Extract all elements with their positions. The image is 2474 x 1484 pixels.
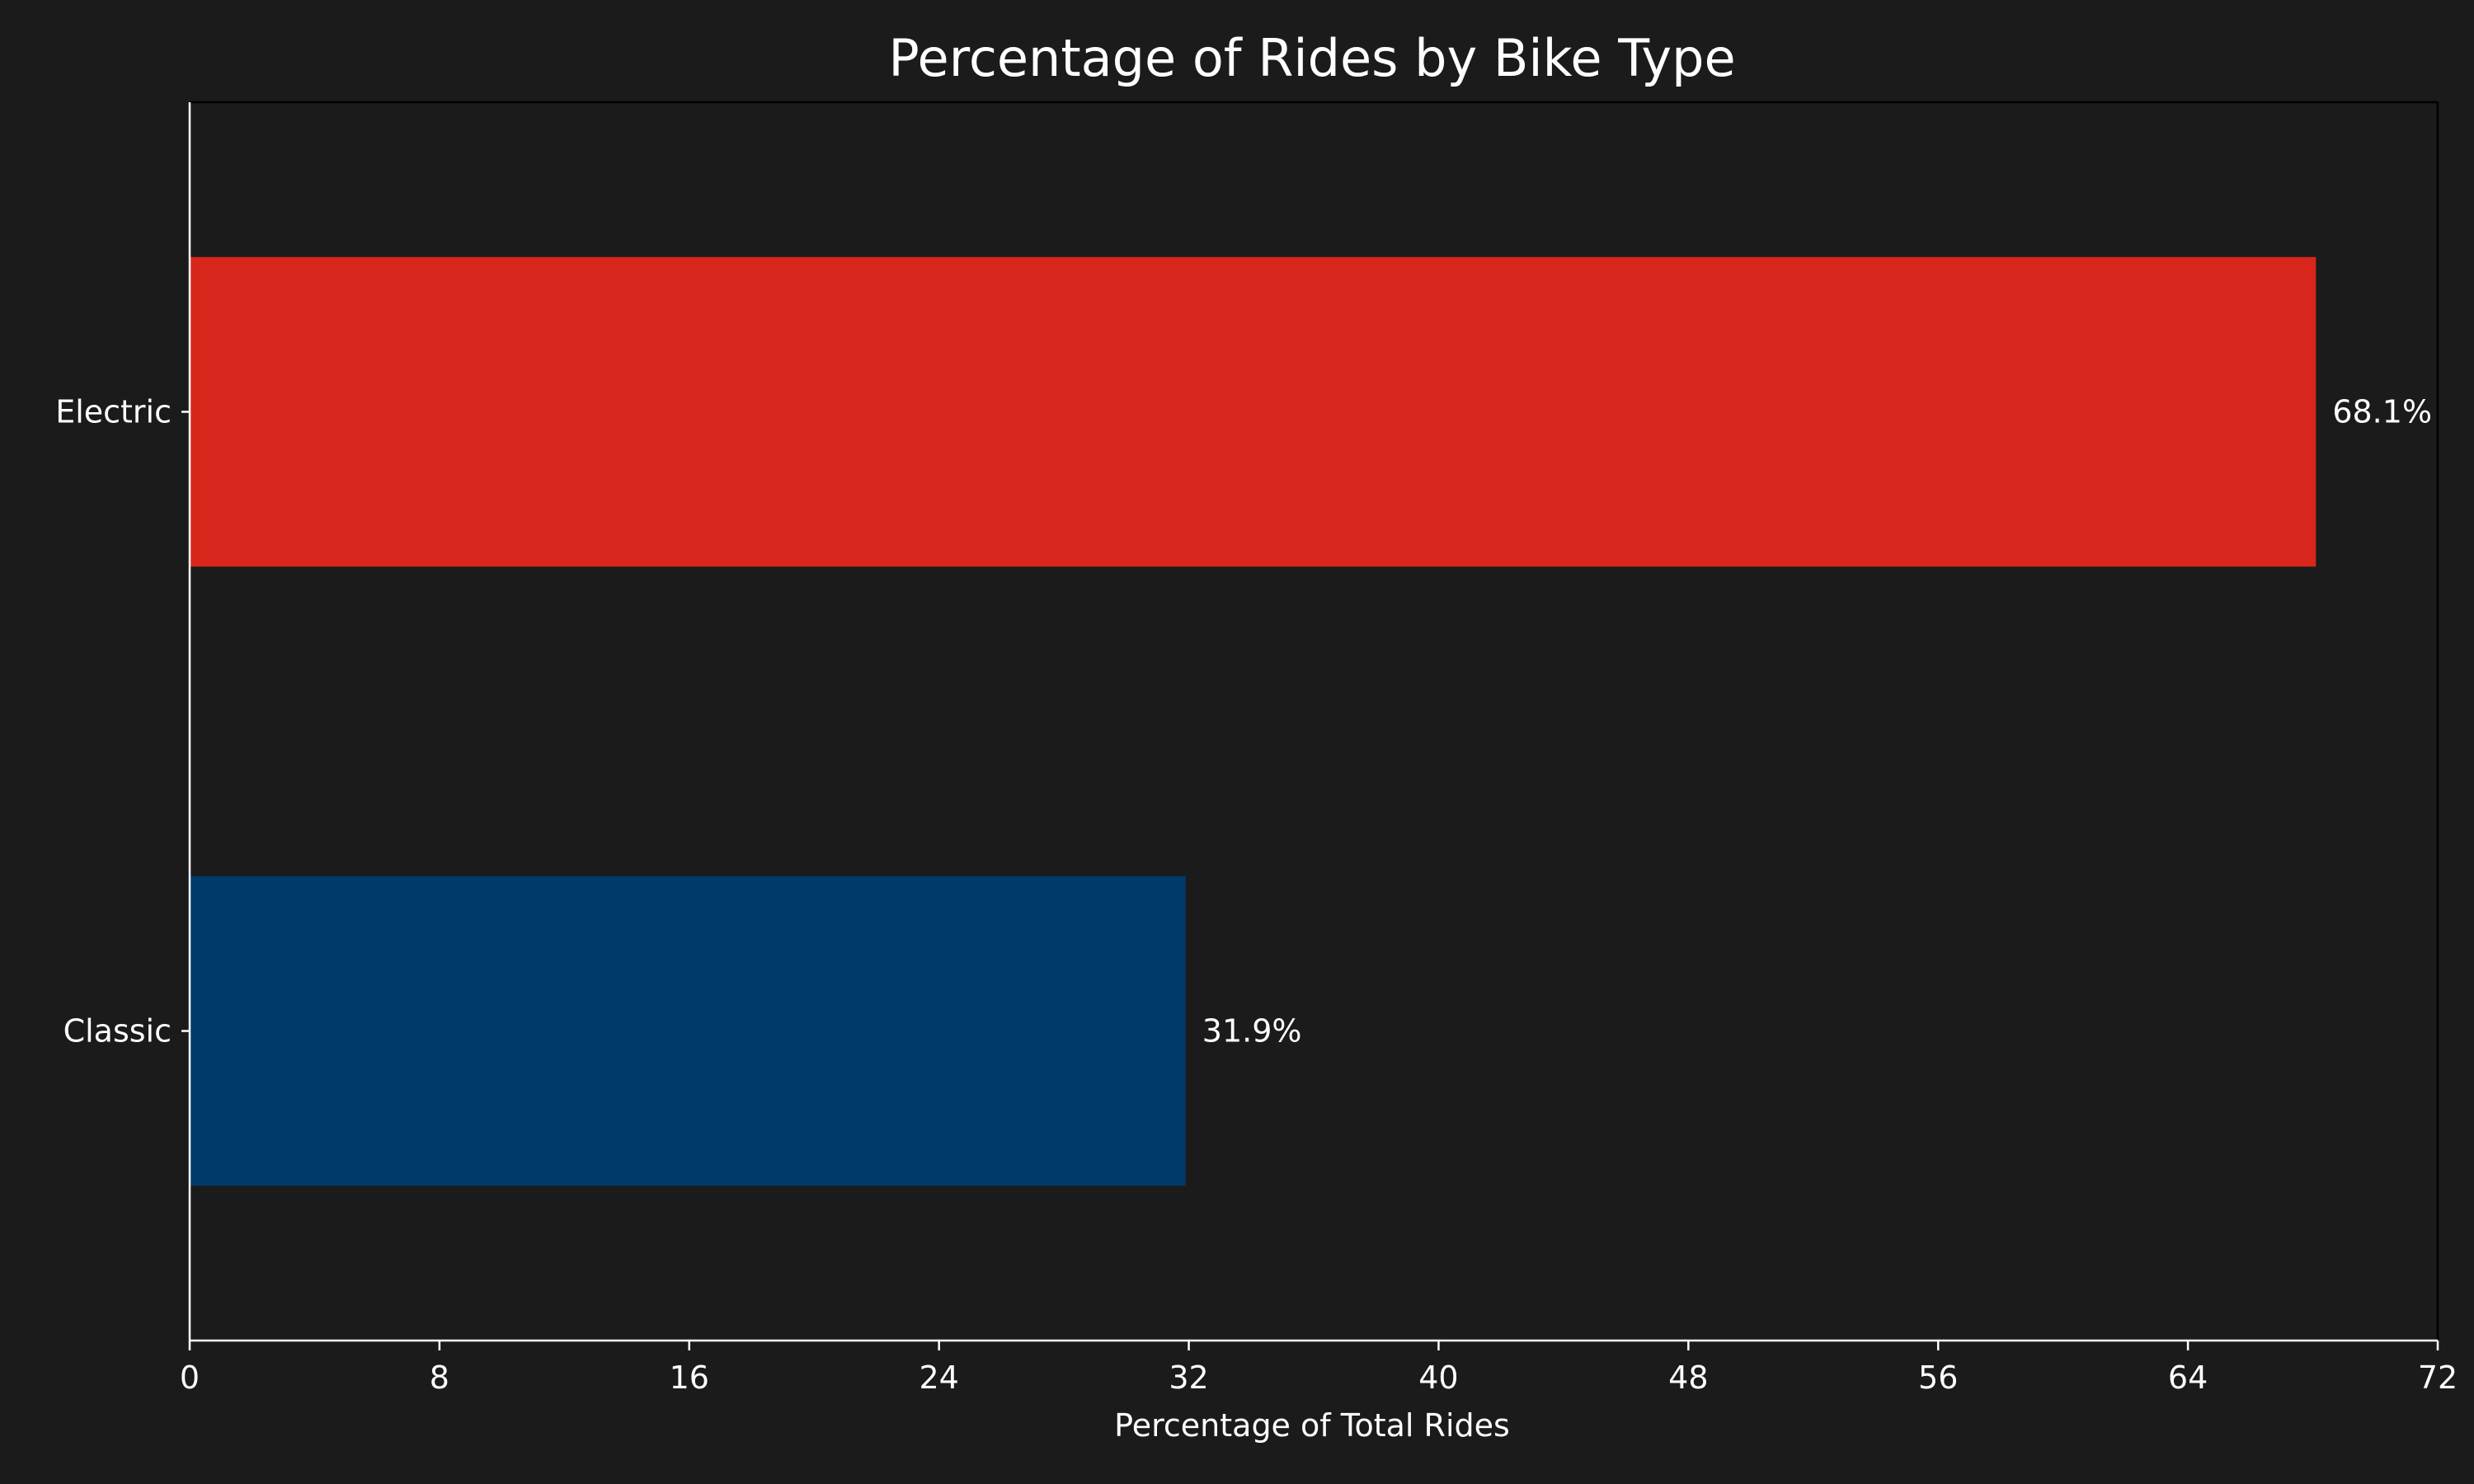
x-tick-label-64: 64: [2168, 1360, 2208, 1396]
value-label-classic: 31.9%: [1202, 1013, 1302, 1050]
value-label-electric: 68.1%: [2332, 394, 2432, 430]
value-labels-group: 68.1% 31.9%: [1202, 394, 2432, 1050]
x-tick-label-48: 48: [1668, 1360, 1708, 1396]
x-tick-label-32: 32: [1169, 1360, 1208, 1396]
x-tick-label-40: 40: [1418, 1360, 1458, 1396]
x-axis-label: Percentage of Total Rides: [1114, 1407, 1510, 1444]
y-tick-label-classic: Classic: [63, 1013, 172, 1050]
bar-classic: [190, 876, 1186, 1186]
x-tick-label-56: 56: [1918, 1360, 1958, 1396]
x-ticks-group: 0 8 16 24 32 40 48 56 64 72: [180, 1341, 2458, 1396]
x-tick-label-24: 24: [919, 1360, 958, 1396]
bar-electric: [190, 256, 2316, 567]
chart-title: Percentage of Rides by Bike Type: [888, 28, 1735, 88]
bars-group: [190, 256, 2316, 1186]
x-tick-label-72: 72: [2418, 1360, 2458, 1396]
y-tick-label-electric: Electric: [55, 394, 172, 430]
x-tick-label-0: 0: [180, 1360, 200, 1396]
x-tick-label-16: 16: [670, 1360, 709, 1396]
y-ticks-group: Electric Classic: [55, 394, 190, 1050]
x-tick-label-8: 8: [430, 1360, 449, 1396]
